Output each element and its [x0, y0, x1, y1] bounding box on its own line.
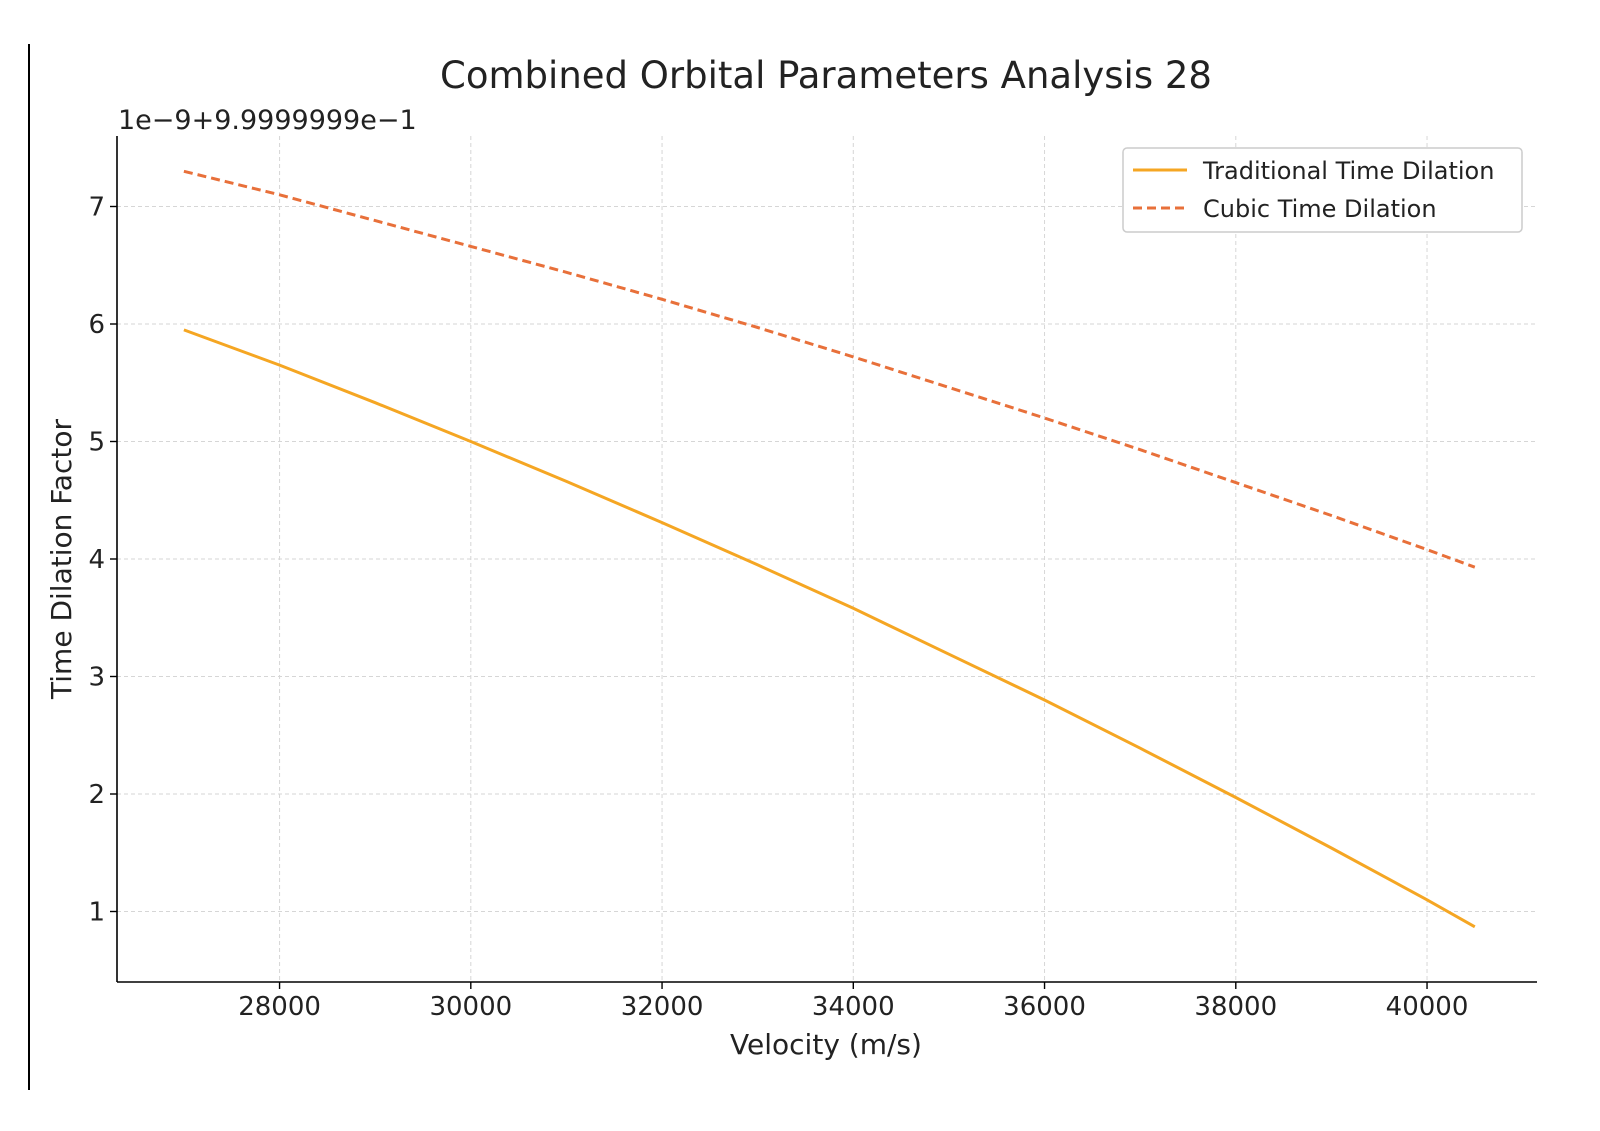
page-left-border [28, 44, 30, 1090]
y-tick-label: 2 [88, 780, 105, 810]
y-axis-label: Time Dilation Factor [45, 419, 78, 700]
y-tick-label: 7 [88, 193, 105, 223]
grid [117, 136, 1537, 982]
legend: Traditional Time Dilation Cubic Time Dil… [1122, 147, 1523, 233]
x-tick-label: 32000 [621, 992, 704, 1022]
chart-title: Combined Orbital Parameters Analysis 28 [440, 54, 1212, 97]
series-line-traditional [183, 328, 1476, 929]
series [183, 169, 1476, 929]
y-axis-offset-label: 1e−9+9.9999999e−1 [118, 105, 417, 136]
axis-ticks: 28000 30000 32000 34000 36000 38000 40000 1 2 3 4 5… [88, 193, 1468, 1023]
legend-box [1122, 147, 1523, 233]
x-tick-label: 28000 [238, 992, 321, 1022]
y-tick-label: 4 [88, 545, 105, 575]
x-tick-label: 36000 [1003, 992, 1086, 1022]
y-tick-label: 1 [88, 898, 105, 928]
legend-label-cubic: Cubic Time Dilation [1203, 195, 1437, 223]
axes [116, 136, 1537, 983]
legend-label-traditional: Traditional Time Dilation [1202, 157, 1494, 185]
series-line-cubic [183, 169, 1476, 569]
x-tick-label: 30000 [429, 992, 512, 1022]
y-tick-label: 5 [88, 428, 105, 458]
y-tick-label: 3 [88, 663, 105, 693]
x-tick-label: 34000 [812, 992, 895, 1022]
y-tick-label: 6 [88, 310, 105, 340]
x-tick-label: 40000 [1386, 992, 1469, 1022]
x-tick-label: 38000 [1194, 992, 1277, 1022]
x-axis-label: Velocity (m/s) [730, 1028, 922, 1061]
